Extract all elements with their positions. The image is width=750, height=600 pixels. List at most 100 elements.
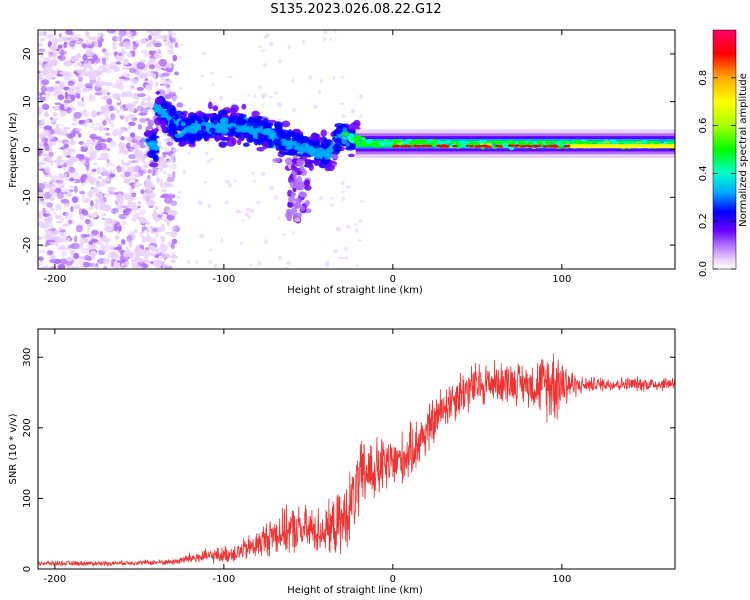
spectral-blob [294,217,301,222]
spectral-speckle [357,239,363,242]
spectral-speckle [200,201,204,206]
spectral-speckle [48,141,53,148]
spectral-speckle [99,111,105,115]
spectral-speckle [339,102,345,106]
spectral-speckle [269,95,273,99]
spectral-speckle [115,61,121,65]
spectral-speckle [136,265,144,269]
spectral-blob [294,201,301,209]
spectral-speckle [84,219,91,224]
spectral-speckle [102,169,111,176]
spectral-speckle [166,80,173,84]
spectral-speckle [160,223,166,232]
spectral-speckle [47,214,53,221]
spectral-speckle [159,195,167,199]
spectral-speckle [227,183,233,188]
spectral-speckle [102,204,112,212]
spectral-speckle [132,79,138,85]
spectral-speckle [164,258,172,266]
colorbar-tick-label: 0.2 [698,213,709,229]
spectral-blob [169,124,175,133]
spectral-blob [560,140,568,145]
spectral-speckle [95,181,103,188]
spectral-blob [536,140,543,145]
spectral-speckle [115,36,120,42]
spectral-blob [167,141,174,146]
spectral-speckle [286,261,291,265]
spectral-blob [153,105,162,110]
spectral-peak [522,144,527,148]
spectral-blob [295,134,305,143]
spectral-speckle [101,126,107,131]
spectral-speckle [73,252,80,259]
spectral-peak [534,145,538,148]
spectral-speckle [117,249,126,253]
spectral-speckle [69,139,76,146]
spectral-blob [270,133,278,137]
spectral-peak [416,145,420,148]
spectral-blob [345,142,350,147]
spectral-speckle [260,49,266,52]
spectral-speckle [118,109,125,117]
spectral-speckle [78,207,83,216]
spectral-speckle [119,126,124,134]
spectral-speckle [46,73,54,80]
spectral-speckle [106,30,116,34]
spectral-speckle [55,204,62,211]
spectral-blob [205,113,215,118]
spectral-speckle [255,200,261,205]
spectral-speckle [274,91,279,95]
spectral-speckle [142,39,147,44]
spectral-speckle [44,34,53,39]
spectral-speckle [133,136,143,141]
spectral-speckle [69,177,75,182]
spectral-blob [642,140,648,145]
spectral-blob [409,141,415,145]
spectral-speckle [257,261,262,266]
spectral-speckle [145,221,151,225]
spectral-speckle [291,78,295,83]
spectral-speckle [67,80,75,86]
spectral-speckle [57,139,61,144]
spectral-speckle [169,32,177,37]
spectral-peak [507,144,513,147]
spectral-speckle [261,103,265,107]
spectral-speckle [125,246,129,253]
spectral-speckle [56,73,63,77]
chart-title: S135.2023.026.08.22.G12 [270,2,442,17]
spectral-speckle [201,51,206,56]
spectral-speckle [67,72,74,78]
spectral-blob [190,122,198,128]
spectral-blob [323,152,332,160]
spectral-speckle [135,39,140,44]
spectral-speckle [139,138,145,142]
spectral-speckle [50,207,55,212]
spectral-speckle [142,49,150,57]
spectral-blob [342,127,348,135]
spectral-speckle [137,258,145,263]
spectral-speckle [66,133,73,138]
spectral-speckle [61,223,70,227]
spectral-speckle [140,100,145,106]
spectral-blob [160,102,170,110]
spectral-speckle [74,264,79,269]
spectral-speckle [92,126,99,131]
spectral-speckle [158,156,165,164]
spectral-speckle [73,66,80,71]
spectral-speckle [89,233,93,241]
spectral-speckle [101,178,106,184]
spectral-blob [276,130,286,139]
spectral-speckle [210,71,214,75]
spectral-peak [482,144,489,148]
spectral-speckle [122,128,127,132]
spectral-speckle [170,225,177,230]
spectral-speckle [145,259,151,264]
spectral-speckle [161,142,168,148]
spectral-speckle [130,93,136,100]
spectral-speckle [131,192,137,198]
spectral-speckle [50,44,57,52]
spectral-speckle [128,154,137,160]
spectral-speckle [345,225,351,230]
spectral-speckle [328,37,332,41]
spectral-speckle [58,33,63,38]
